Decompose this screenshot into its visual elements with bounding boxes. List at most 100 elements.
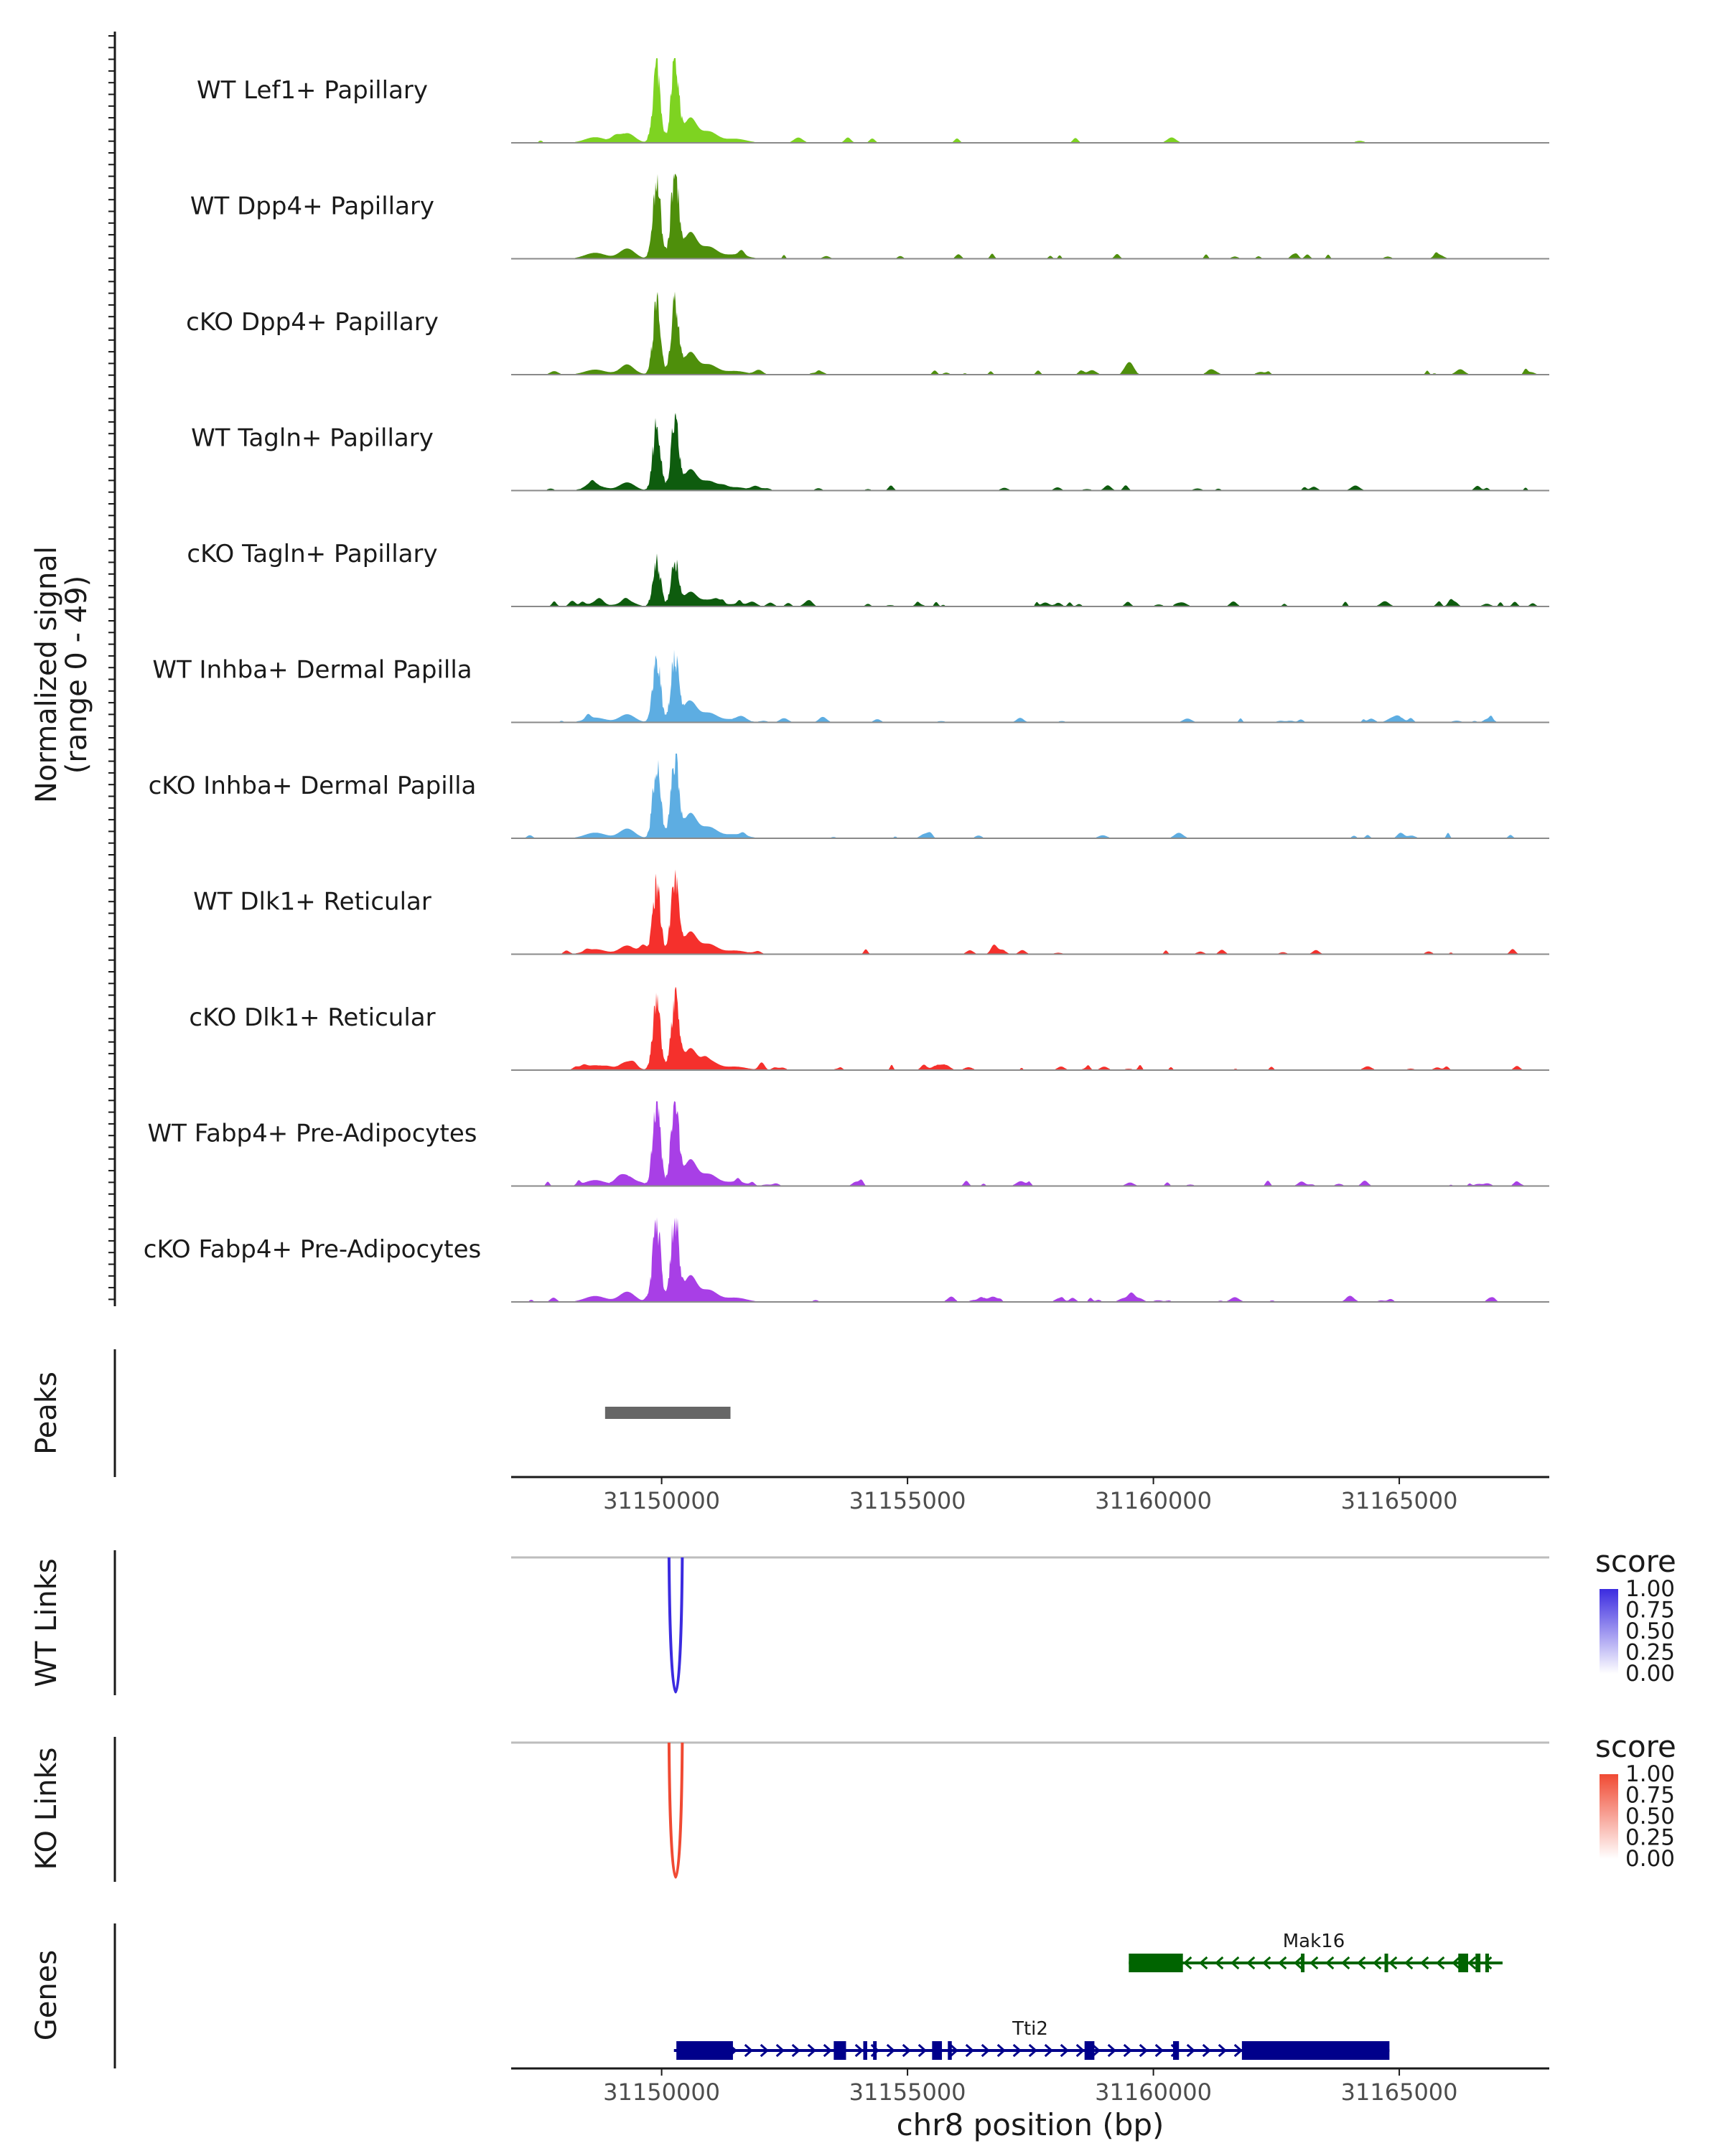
strand-arrow xyxy=(1341,1956,1350,1970)
strand-arrow xyxy=(886,2043,895,2058)
coverage-track-label: cKO Dlk1+ Reticular xyxy=(189,1003,435,1032)
genomic-x-axis-top: 31150000 31155000 31160000 31165000 xyxy=(511,1476,1549,1514)
strand-arrow xyxy=(744,2043,753,2058)
strand-arrow xyxy=(965,2043,974,2058)
legend-tick-label: 0.50 xyxy=(1625,1618,1675,1644)
coverage-track: WT Tagln+ Papillary xyxy=(191,413,1549,492)
coverage-track-label: WT Fabp4+ Pre-Adipocytes xyxy=(148,1120,477,1148)
strand-arrow xyxy=(1452,1956,1461,1970)
strand-arrow xyxy=(1420,1956,1429,1970)
strand-arrow xyxy=(1199,1956,1208,1970)
coverage-track-label: WT Lef1+ Papillary xyxy=(197,76,428,105)
peaks-label: Peaks xyxy=(30,1372,63,1455)
coverage-track: WT Dlk1+ Reticular xyxy=(193,869,1549,955)
strand-arrow xyxy=(1202,2043,1211,2058)
x-axis-title: chr8 position (bp) xyxy=(897,2107,1164,2142)
wt-links-label: WT Links xyxy=(30,1558,63,1687)
strand-arrow xyxy=(1262,1956,1271,1970)
gene-exon xyxy=(932,2041,943,2060)
legend-tick-label: 1.00 xyxy=(1625,1761,1675,1787)
legend-title: score xyxy=(1595,1544,1676,1579)
legend-tick-label: 0.00 xyxy=(1625,1846,1675,1872)
coverage-track-label: cKO Dpp4+ Papillary xyxy=(186,308,439,337)
x-tick-label: 31155000 xyxy=(849,1487,966,1514)
coverage-area xyxy=(511,1217,1549,1302)
coverage-track-label: WT Tagln+ Papillary xyxy=(191,424,434,453)
genes-track: Mak16 Tti2 xyxy=(673,1931,1503,2060)
peak-region xyxy=(604,1407,731,1419)
strand-arrow xyxy=(1246,1956,1256,1970)
strand-arrow xyxy=(1123,2043,1132,2058)
gene-exon xyxy=(948,2041,952,2060)
strand-arrow xyxy=(1278,1956,1287,1970)
gene-exon xyxy=(1475,1954,1481,1972)
strand-arrow xyxy=(1107,2043,1116,2058)
strand-arrow xyxy=(1012,2043,1022,2058)
coverage-area xyxy=(511,1101,1549,1186)
legend-title: score xyxy=(1595,1729,1676,1764)
strand-arrow xyxy=(1091,2043,1101,2058)
legend-tick-label: 0.75 xyxy=(1625,1783,1675,1809)
gene-model: Mak16 xyxy=(1129,1931,1503,1972)
strand-arrow xyxy=(1060,2043,1069,2058)
gene-exon xyxy=(1172,2041,1180,2060)
coverage-track: WT Inhba+ Dermal Papilla xyxy=(152,650,1549,723)
coverage-area xyxy=(511,754,1549,838)
gene-name-label: Mak16 xyxy=(1283,1931,1345,1952)
legend-tick-label: 0.50 xyxy=(1625,1804,1675,1829)
peaks-track xyxy=(604,1407,731,1419)
gene-exon xyxy=(1485,1954,1489,1972)
gene-exon xyxy=(1084,2041,1095,2060)
strand-arrow xyxy=(1357,1956,1366,1970)
genes-label: Genes xyxy=(30,1950,63,2040)
strand-arrow xyxy=(1139,2043,1148,2058)
gene-exon xyxy=(834,2041,846,2060)
legend-colorbar xyxy=(1600,1774,1618,1859)
strand-arrow xyxy=(917,2043,927,2058)
coverage-track-label: cKO Inhba+ Dermal Papilla xyxy=(149,772,477,800)
coverage-track: cKO Fabp4+ Pre-Adipocytes xyxy=(144,1217,1549,1303)
x-tick-label: 31160000 xyxy=(1095,2078,1212,2106)
coverage-track-label: WT Dlk1+ Reticular xyxy=(193,888,431,917)
coverage-tracks: WT Lef1+ Papillary WT Dpp4+ Papillary cKO … xyxy=(144,58,1549,1303)
strand-arrow xyxy=(1388,1956,1398,1970)
strand-arrow xyxy=(1436,1956,1445,1970)
coverage-track-label: WT Inhba+ Dermal Papilla xyxy=(152,656,472,685)
strand-arrow xyxy=(1215,1956,1224,1970)
strand-arrow xyxy=(981,2043,990,2058)
genomic-x-axis-bottom: 31150000 31155000 31160000 31165000 xyxy=(511,2067,1549,2106)
strand-arrow xyxy=(949,2043,958,2058)
strand-arrow xyxy=(902,2043,911,2058)
strand-arrow xyxy=(1183,1956,1192,1970)
score-legends: score1.000.750.500.250.00score1.000.750.… xyxy=(1595,1544,1676,1872)
strand-arrow xyxy=(791,2043,800,2058)
strand-arrow xyxy=(1233,2043,1243,2058)
coverage-area xyxy=(511,174,1549,259)
strand-arrow xyxy=(1325,1956,1335,1970)
coverage-track: WT Fabp4+ Pre-Adipocytes xyxy=(148,1101,1549,1187)
x-tick-label: 31150000 xyxy=(603,2078,720,2106)
links-tracks xyxy=(511,1556,1549,1879)
coverage-track: WT Lef1+ Papillary xyxy=(197,58,1549,144)
gene-exon xyxy=(676,2041,733,2060)
strand-arrow xyxy=(1309,1956,1319,1970)
legend-tick-label: 0.25 xyxy=(1625,1640,1675,1666)
legend-colorbar xyxy=(1600,1589,1618,1674)
strand-arrow xyxy=(1186,2043,1195,2058)
gene-exon xyxy=(1301,1954,1305,1972)
link-arc xyxy=(667,1742,684,1879)
coverage-y-axis xyxy=(108,32,116,1306)
coverage-ylabel-range: (range 0 - 49) xyxy=(60,576,93,774)
gene-exon xyxy=(1129,1954,1183,1972)
strand-arrow xyxy=(823,2043,832,2058)
strand-arrow xyxy=(1373,1956,1382,1970)
strand-arrow xyxy=(1483,1956,1493,1970)
strand-arrow xyxy=(1028,2043,1037,2058)
legend-tick-label: 0.75 xyxy=(1625,1598,1675,1623)
strand-arrow xyxy=(1467,1956,1477,1970)
coverage-area xyxy=(511,58,1549,143)
strand-arrow xyxy=(1044,2043,1053,2058)
coverage-track: cKO Tagln+ Papillary xyxy=(187,540,1549,607)
coverage-ylabel: Normalized signal xyxy=(30,546,63,803)
